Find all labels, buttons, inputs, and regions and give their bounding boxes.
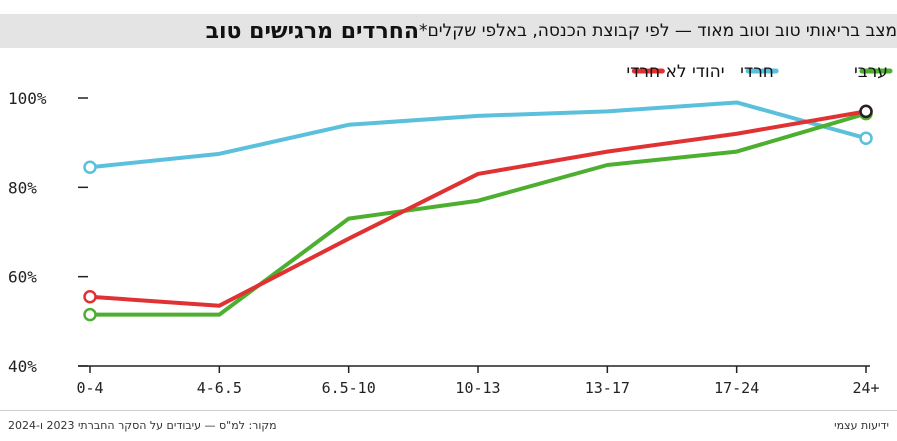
line-chart: 40% 60% 80% 100% 0-4 4-6.5 6.5-10 10-13 13-17 17-…	[8, 62, 893, 397]
x-tick-label: 0-4	[76, 379, 103, 397]
footer: מקור: למ"ס — עיבודים על הסקר החברתי 2023…	[0, 410, 897, 441]
series-point-3	[83, 290, 97, 304]
x-tick-label: 17-24	[714, 379, 759, 397]
x-tick-label: 24+	[852, 379, 879, 397]
x-tick-label: 6.5-10	[322, 379, 376, 397]
shared-endpoint-marker	[859, 104, 873, 119]
series-line-3	[88, 109, 868, 308]
series-line-2	[88, 100, 868, 170]
y-tick-label: 100%	[8, 89, 47, 108]
series-point-2	[83, 160, 97, 174]
x-tick-label: 4-6.5	[197, 379, 242, 397]
y-tick-label: 40%	[8, 357, 37, 376]
footer-credit: ידיעות עצמי	[834, 419, 889, 432]
footer-source: מקור: למ"ס — עיבודים על הסקר החברתי 2023…	[8, 419, 277, 432]
legend-label: ערבי	[854, 62, 888, 82]
legend-label: יהודי לא חרדי	[626, 62, 724, 82]
chart-header: החרדים מרגישים טוב מצב בריאותי טוב וטוב …	[198, 14, 897, 48]
legend-label: חרדי	[740, 62, 774, 82]
y-tick-label: 80%	[8, 178, 37, 197]
series-point-1	[83, 307, 97, 322]
chart-subtitle: מצב בריאותי טוב וטוב מאוד — לפי קבוצת הכ…	[418, 21, 897, 41]
series-point-2	[859, 131, 873, 145]
chart-title: החרדים מרגישים טוב	[205, 18, 419, 44]
header-band	[0, 14, 897, 48]
y-tick-label: 60%	[8, 268, 37, 287]
x-tick-label: 13-17	[585, 379, 630, 397]
x-tick-label: 10-13	[455, 379, 500, 397]
series-line-1	[88, 111, 868, 317]
